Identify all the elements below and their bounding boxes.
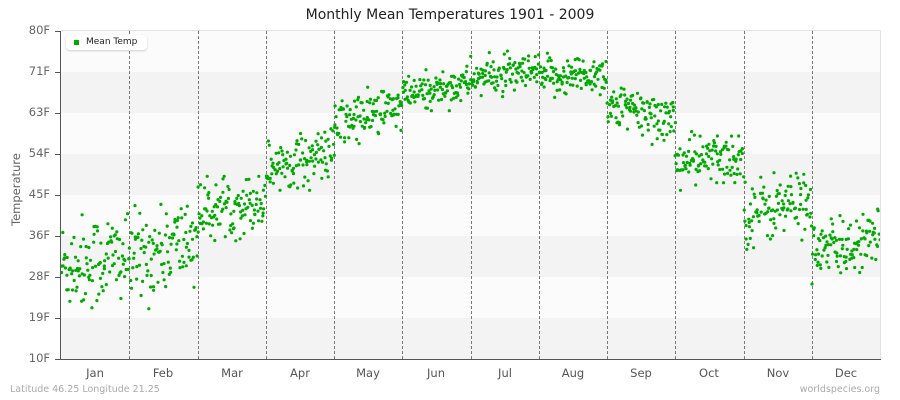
chart-title: Monthly Mean Temperatures 1901 - 2009 — [305, 7, 595, 23]
y-tick — [55, 277, 60, 278]
source-label: worldspecies.org — [799, 384, 880, 395]
month-separator — [812, 31, 813, 359]
grid-band — [61, 318, 880, 359]
y-tick-label: 45F — [28, 187, 50, 201]
location-label: Latitude 46.25 Longitude 21.25 — [10, 384, 160, 395]
grid-band — [61, 277, 880, 318]
y-tick — [55, 195, 60, 196]
x-tick-label-mar: Mar — [221, 366, 243, 380]
month-separator — [607, 31, 608, 359]
x-tick-label-nov: Nov — [766, 366, 790, 380]
grid-band — [61, 195, 880, 236]
y-axis-title: Temperature — [9, 153, 23, 226]
month-separator — [334, 31, 335, 359]
month-separator — [129, 31, 130, 359]
x-tick-label-jul: Jul — [498, 366, 512, 380]
month-separator — [266, 31, 267, 359]
x-tick-label-dec: Dec — [834, 366, 858, 380]
y-tick-label: 71F — [28, 64, 50, 78]
month-separator — [402, 31, 403, 359]
y-tick-label: 54F — [28, 146, 50, 160]
plot-area — [61, 31, 880, 359]
y-tick — [55, 31, 60, 32]
month-separator — [744, 31, 745, 359]
x-tick-label-feb: Feb — [152, 366, 174, 380]
legend[interactable]: Mean Temp — [66, 35, 148, 50]
y-tick-label: 63F — [28, 105, 50, 119]
x-tick-label-jun: Jun — [427, 366, 445, 380]
x-tick-label-apr: Apr — [290, 366, 310, 380]
y-tick — [55, 113, 60, 114]
y-tick — [55, 236, 60, 237]
x-tick-label-sep: Sep — [630, 366, 652, 380]
x-tick-label-oct: Oct — [699, 366, 719, 380]
y-tick-label: 19F — [28, 310, 50, 324]
y-tick — [55, 318, 60, 319]
y-tick — [55, 72, 60, 73]
x-axis — [60, 359, 881, 360]
x-tick-label-aug: Aug — [561, 366, 585, 380]
plot-border-right — [880, 30, 881, 359]
grid-band — [61, 31, 880, 72]
x-tick-label-jan: Jan — [86, 366, 104, 380]
y-tick-label: 28F — [28, 269, 50, 283]
scatter-points — [61, 49, 880, 311]
y-tick-label: 10F — [28, 351, 50, 365]
y-tick — [55, 154, 60, 155]
y-tick — [55, 359, 60, 360]
grid-band — [61, 113, 880, 154]
month-separator — [198, 31, 199, 359]
month-separator — [539, 31, 540, 359]
x-tick-label-may: May — [356, 366, 380, 380]
y-axis — [60, 31, 61, 360]
y-tick-label: 80F — [28, 23, 50, 37]
plot-border-top — [61, 30, 881, 31]
legend-label: Mean Temp — [86, 37, 138, 47]
month-separator — [675, 31, 676, 359]
y-tick-label: 36F — [28, 228, 50, 242]
month-separator — [471, 31, 472, 359]
legend-swatch-icon — [74, 39, 79, 45]
